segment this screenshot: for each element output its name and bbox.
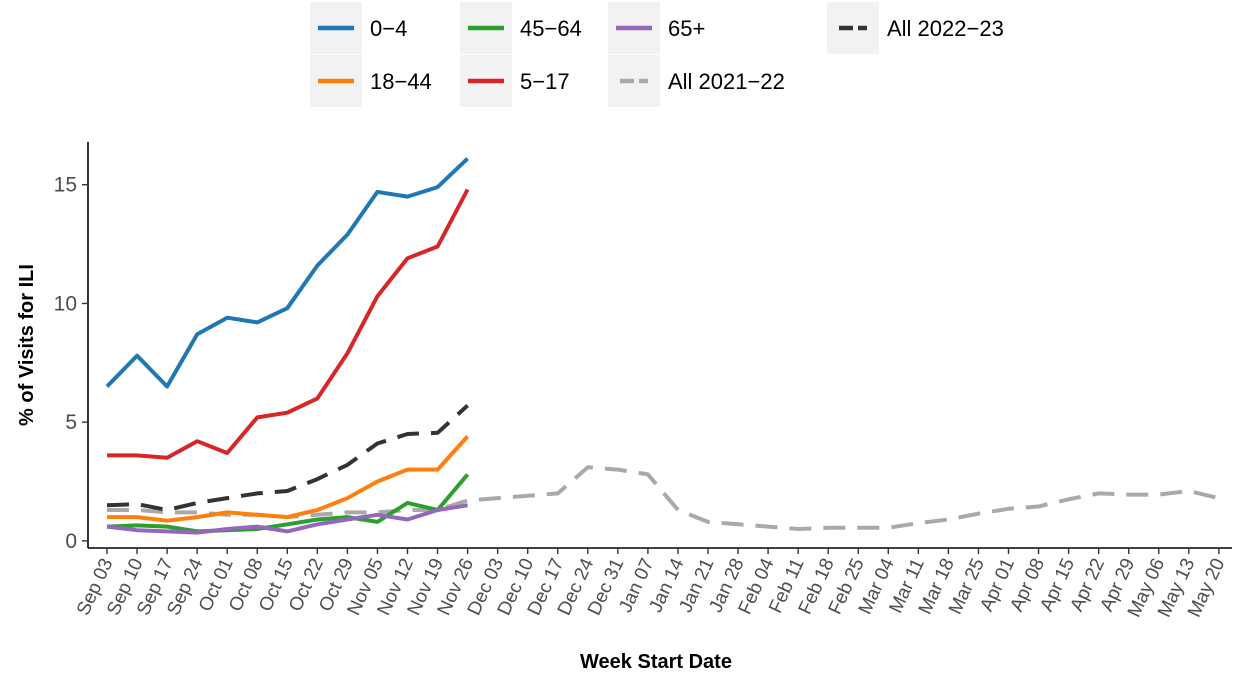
- legend-label: 5−17: [520, 69, 570, 94]
- legend-label: All 2021−22: [668, 69, 785, 94]
- y-tick-label: 0: [65, 530, 77, 553]
- legend-label: 18−44: [370, 69, 432, 94]
- legend-item: 18−44: [310, 55, 432, 107]
- series-layer: [105, 157, 1220, 535]
- legend-item: All 2022−23: [827, 2, 1004, 54]
- series-line-45-64: [106, 473, 470, 534]
- series-line-18-44: [107, 435, 470, 523]
- legend: 0−4 45−64 65+ All 2022−23 18−44 5−17 All 2021−…: [310, 2, 1004, 107]
- legend-item: 65+: [608, 2, 705, 54]
- series-line-5-17: [107, 188, 470, 460]
- legend-item: 45−64: [460, 2, 582, 54]
- y-axis-title: % of Visits for ILI: [16, 264, 38, 426]
- y-tick-label: 10: [54, 292, 77, 315]
- legend-label: 0−4: [370, 16, 407, 41]
- legend-item: All 2021−22: [608, 55, 785, 107]
- y-ticks: 0 5 10 15: [54, 174, 88, 553]
- legend-item: 0−4: [310, 2, 407, 54]
- legend-item: 5−17: [460, 55, 570, 107]
- y-tick-label: 5: [65, 411, 77, 434]
- legend-label: 45−64: [520, 16, 582, 41]
- series-line-0-4: [105, 157, 469, 389]
- legend-label: All 2022−23: [887, 16, 1004, 41]
- axes-layer: [87, 142, 1232, 549]
- series-line-All-2021-22: [107, 465, 1220, 531]
- series-line-All-2022-23: [106, 404, 469, 512]
- y-tick-label: 15: [54, 174, 77, 197]
- series-line-65-: [106, 503, 468, 535]
- x-axis-title: Week Start Date: [580, 651, 732, 673]
- legend-label: 65+: [668, 16, 705, 41]
